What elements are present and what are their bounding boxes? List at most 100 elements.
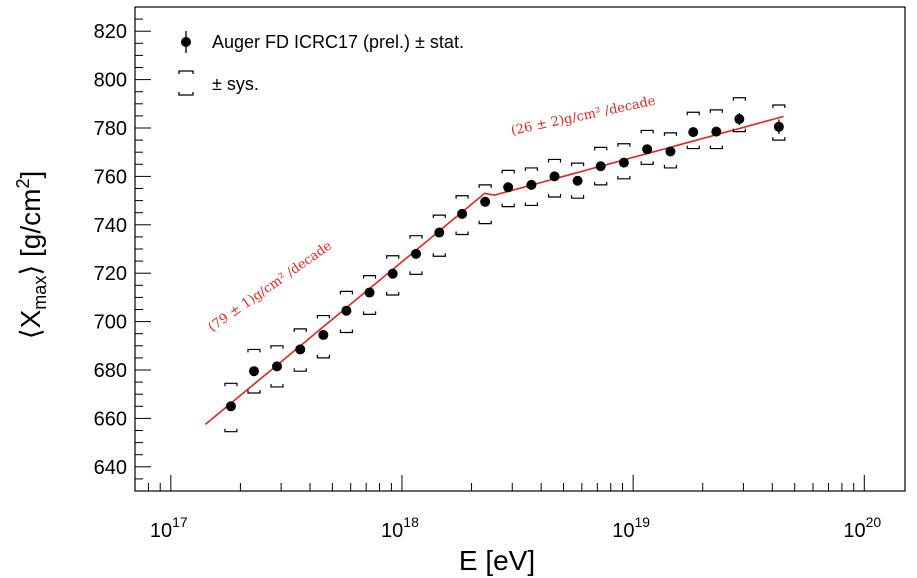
sys-bracket-lower xyxy=(432,253,446,257)
sys-bracket-upper xyxy=(524,167,538,171)
x-tick-label: 1017 xyxy=(150,514,188,542)
x-ticks: 1017 1018 1019 1020 xyxy=(134,475,881,542)
sys-bracket-upper xyxy=(293,328,307,332)
sys-bracket-upper xyxy=(432,214,446,219)
data-point xyxy=(642,144,653,155)
sys-bracket-upper xyxy=(732,97,746,101)
x-tick-label: 1020 xyxy=(843,514,881,542)
sys-bracket-upper xyxy=(362,275,377,279)
sys-bracket-lower xyxy=(640,161,654,165)
y-tick-label: 640 xyxy=(94,457,127,479)
y-tick-label: 660 xyxy=(94,408,127,430)
data-point xyxy=(341,305,352,316)
data-point xyxy=(318,329,329,340)
data-point xyxy=(711,126,722,137)
data-point xyxy=(480,196,491,207)
sys-bracket-upper xyxy=(409,235,423,239)
sys-bracket-lower xyxy=(386,291,400,296)
y-tick-label: 820 xyxy=(94,21,127,43)
legend: Auger FD ICRC17 (prel.) ± stat. ± sys. xyxy=(178,31,464,96)
data-point xyxy=(272,361,283,372)
sys-bracket-lower xyxy=(270,383,284,388)
sys-bracket-lower xyxy=(501,203,515,208)
legend-marker-sys xyxy=(178,70,194,96)
sys-bracket-upper xyxy=(247,348,261,353)
sys-bracket-lower xyxy=(772,137,786,141)
sys-bracket-upper xyxy=(617,143,631,147)
legend-marker-stat xyxy=(181,31,191,53)
sys-bracket-upper xyxy=(478,184,492,188)
sys-bracket-lower xyxy=(247,389,261,394)
sys-bracket-lower xyxy=(547,193,562,198)
sys-bracket-upper xyxy=(386,255,400,259)
sys-bracket-lower xyxy=(316,354,330,359)
sys-bracket-upper xyxy=(663,132,678,136)
sys-bracket-lower xyxy=(594,181,608,186)
sys-bracket-upper xyxy=(455,195,469,199)
sys-bracket-lower xyxy=(293,368,307,372)
sys-bracket-lower xyxy=(686,145,700,150)
plot-frame xyxy=(134,6,906,492)
sys-bracket-upper xyxy=(270,345,284,349)
sys-bracket-lower xyxy=(339,329,354,334)
data-point xyxy=(225,401,236,412)
data-point xyxy=(734,114,745,125)
data-point xyxy=(688,127,699,138)
sys-bracket-upper xyxy=(640,129,654,134)
sys-bracket-upper xyxy=(224,382,238,387)
y-tick-label: 740 xyxy=(94,215,127,237)
data-point xyxy=(457,208,468,219)
sys-bracket-upper xyxy=(547,158,562,163)
data-point xyxy=(411,248,422,259)
data-point xyxy=(248,366,259,377)
sys-bracket-upper xyxy=(709,109,723,113)
annotation-low-slope: (79 ± 1)g/cm² /decade xyxy=(206,238,335,335)
sys-bracket-lower xyxy=(455,231,469,236)
sys-bracket-upper xyxy=(594,146,608,151)
x-axis-title: E [eV] xyxy=(459,545,535,576)
data-point xyxy=(618,157,629,168)
sys-bracket-upper xyxy=(316,314,330,319)
sys-bracket-upper xyxy=(501,169,515,174)
data-point xyxy=(572,175,583,186)
points-layer xyxy=(225,114,784,412)
data-point xyxy=(434,227,445,238)
x-tick-label: 1018 xyxy=(381,514,419,542)
data-point xyxy=(364,287,375,298)
y-tick-label: 700 xyxy=(94,312,127,334)
annotation-high-slope: (26 ± 2)g/cm² /decade xyxy=(510,94,657,139)
sys-bracket-upper xyxy=(772,104,786,109)
y-tick-label: 780 xyxy=(94,118,127,140)
legend-label-stat: Auger FD ICRC17 (prel.) ± stat. xyxy=(212,32,464,52)
y-ticks: 640 660 680 700 720 740 760 780 800 820 xyxy=(94,6,151,492)
sys-bracket-lower xyxy=(224,428,238,433)
x-tick-label: 1019 xyxy=(612,514,650,542)
data-point xyxy=(295,344,306,355)
data-point xyxy=(549,171,560,182)
data-point xyxy=(595,161,606,172)
sys-bracket-lower xyxy=(709,145,723,150)
y-tick-label: 680 xyxy=(94,360,127,382)
sys-bracket-lower xyxy=(663,164,678,169)
data-point xyxy=(665,146,676,157)
y-tick-label: 720 xyxy=(94,263,127,285)
sys-bracket-lower xyxy=(409,271,423,276)
y-axis-title: ⟨Xmax⟩ [g/cm2] xyxy=(13,171,50,340)
sys-bracket-upper xyxy=(339,290,354,295)
sys-bracket-lower xyxy=(732,128,746,133)
sys-bracket-lower xyxy=(478,220,492,225)
y-tick-label: 800 xyxy=(94,70,127,92)
y-tick-label: 760 xyxy=(94,166,127,188)
sys-bracket-upper xyxy=(686,111,700,116)
sys-bracket-lower xyxy=(362,311,377,315)
sys-bracket-upper xyxy=(570,162,585,167)
sys-bracket-lower xyxy=(524,202,538,207)
data-point xyxy=(387,268,398,279)
sys-layer xyxy=(224,97,786,433)
data-point xyxy=(526,179,537,190)
sys-bracket-lower xyxy=(570,195,585,199)
data-point xyxy=(503,182,514,193)
sys-bracket-lower xyxy=(617,175,631,180)
legend-label-sys: ± sys. xyxy=(212,74,259,94)
